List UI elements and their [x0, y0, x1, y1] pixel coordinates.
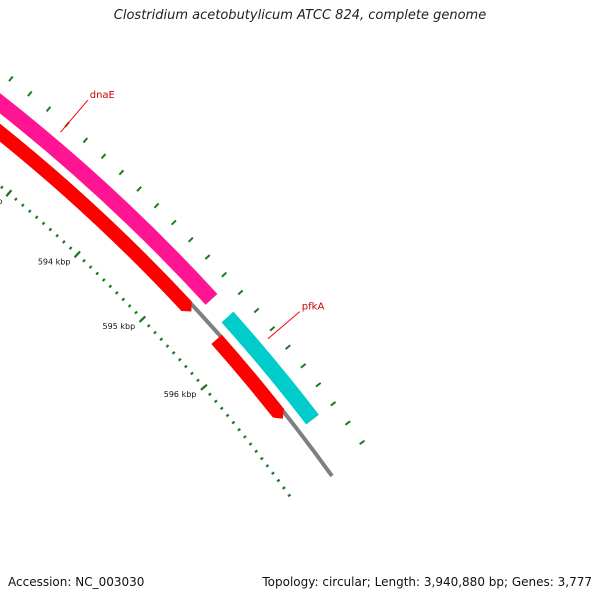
cds-group — [0, 69, 284, 419]
ruler-minor-tick — [196, 378, 200, 383]
ruler-tick-label: 594 kbp — [38, 258, 71, 267]
gene-label[interactable]: pfkA — [302, 302, 325, 313]
ruler-minor-tick — [48, 227, 53, 232]
ruler-minor-tick — [248, 442, 253, 446]
ruler-minor-tick — [114, 291, 119, 295]
gene-label-group: CA_C0512CA_C0513CA_C0514CA_C0515dnaEpfkA — [60, 90, 325, 340]
ruler-minor-tick — [171, 351, 176, 355]
outer-tick — [136, 186, 142, 192]
gene-label[interactable]: dnaE — [90, 90, 115, 101]
ruler-minor-tick — [282, 486, 286, 490]
feature-bar-dnae[interactable] — [0, 12, 218, 305]
outer-tick — [253, 307, 260, 314]
ruler-minor-tick — [213, 399, 218, 404]
ruler-minor-tick — [271, 471, 275, 475]
outer-tick — [284, 344, 291, 350]
ruler-minor-tick — [55, 233, 59, 238]
ruler-minor-tick — [159, 337, 164, 342]
ruler-minor-tick — [208, 392, 212, 397]
cds-arrow[interactable] — [211, 334, 284, 419]
ruler-tick-label: 596 kbp — [164, 390, 197, 399]
ruler-minor-tick — [254, 449, 259, 454]
accession-text: Accession: NC_003030 — [8, 575, 145, 589]
gene-label-leader — [60, 99, 89, 133]
ruler-major-tick — [200, 383, 208, 391]
outer-tick — [170, 219, 177, 226]
ruler-minor-tick — [95, 271, 100, 276]
outer-tick — [269, 326, 276, 332]
ruler-minor-tick — [231, 420, 236, 425]
genome-stats-text: Topology: circular; Length: 3,940,880 bp… — [262, 575, 592, 589]
ruler-minor-tick — [259, 456, 264, 461]
ruler-minor-tick — [287, 493, 292, 498]
ruler-minor-tick — [265, 464, 270, 468]
ruler-minor-tick — [34, 215, 39, 220]
ruler-minor-tick — [101, 278, 106, 282]
ruler-minor-tick — [62, 240, 66, 244]
outer-tick — [118, 169, 125, 176]
ruler-tick-label: 593 kbp — [0, 197, 2, 206]
outer-tick — [300, 363, 307, 369]
outer-tick — [315, 382, 322, 388]
outer-tick — [237, 289, 244, 296]
ruler-major-tick — [138, 315, 147, 323]
outer-tick — [8, 75, 14, 82]
ruler-minor-tick — [108, 284, 113, 289]
ruler-minor-tick — [0, 185, 4, 190]
ruler-minor-tick — [153, 330, 157, 335]
outer-tick — [204, 254, 211, 260]
genome-backbone — [0, 123, 334, 478]
outer-tick — [82, 137, 89, 144]
outer-tick — [45, 106, 52, 113]
ruler-minor-tick — [88, 265, 93, 269]
outer-tick — [153, 202, 160, 209]
ruler-minor-tick — [276, 478, 281, 483]
outer-tick — [27, 90, 33, 97]
outer-tick — [100, 153, 107, 160]
ruler-minor-tick — [68, 246, 73, 250]
outer-tick — [221, 271, 227, 278]
ruler-minor-tick — [134, 310, 138, 315]
ruler-minor-tick — [225, 413, 230, 418]
ruler-minor-tick — [82, 258, 86, 263]
cds-arrow[interactable] — [0, 69, 192, 312]
ruler-minor-tick — [184, 364, 188, 369]
backbone-group — [0, 123, 334, 478]
ruler-major-tick — [73, 250, 81, 259]
ruler-minor-tick — [177, 357, 182, 362]
tick-group: 587 kbp588 kbp589 kbp590 kbp591 kbp592 k… — [0, 75, 366, 498]
feature-bar-pfka[interactable] — [221, 311, 319, 425]
ruler-minor-tick — [41, 221, 46, 226]
ruler-minor-tick — [14, 197, 18, 202]
ruler-tick-label: 595 kbp — [103, 322, 136, 331]
gene-label-leader — [267, 311, 301, 340]
ruler-minor-tick — [21, 203, 25, 208]
ruler-minor-tick — [146, 324, 151, 328]
outer-tick — [359, 439, 366, 446]
ruler-minor-tick — [190, 371, 194, 376]
ruler-minor-tick — [127, 304, 132, 308]
outer-tick — [344, 420, 351, 426]
ruler-minor-tick — [121, 297, 126, 302]
outer-tick — [187, 236, 194, 243]
map-title: Clostridium acetobutylicum ATCC 824, com… — [113, 8, 487, 23]
ruler-minor-tick — [237, 427, 241, 432]
ruler-minor-tick — [27, 209, 32, 214]
ruler-minor-tick — [219, 406, 224, 411]
feature-group — [0, 12, 319, 425]
ruler-minor-tick — [165, 344, 170, 348]
outer-tick — [330, 401, 337, 407]
ruler-major-tick — [5, 189, 13, 197]
ruler-minor-tick — [242, 435, 247, 439]
